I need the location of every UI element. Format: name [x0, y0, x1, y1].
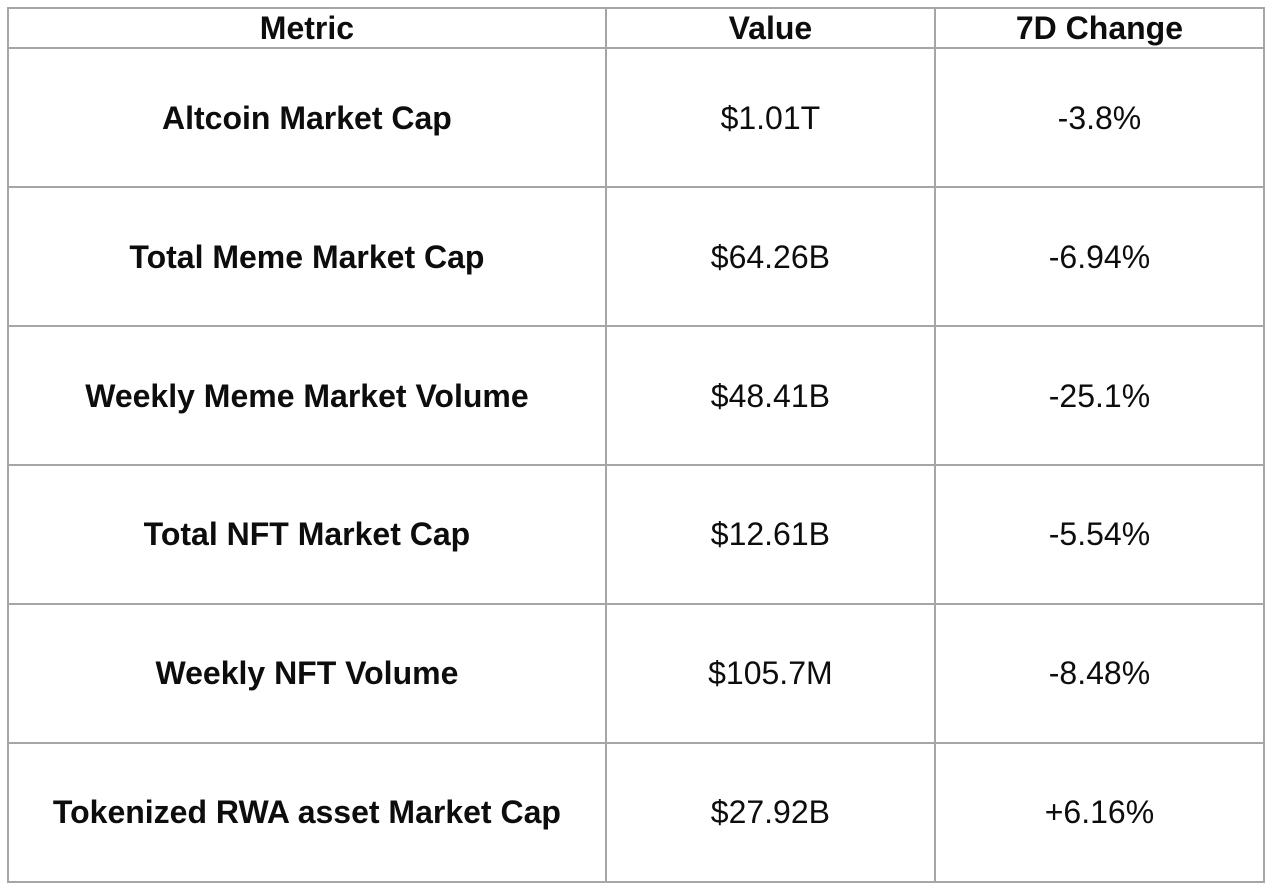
table-row: Total NFT Market Cap $12.61B -5.54% — [7, 464, 1266, 606]
metric-value-cell: $105.7M — [604, 603, 936, 744]
metric-name-cell: Weekly Meme Market Volume — [7, 325, 607, 467]
table-row: Weekly Meme Market Volume $48.41B -25.1% — [7, 325, 1266, 467]
header-row: Metric Value 7D Change — [7, 6, 1266, 50]
metric-value-cell: $48.41B — [604, 325, 936, 467]
metric-name-cell: Total Meme Market Cap — [7, 186, 607, 328]
table-row: Total Meme Market Cap $64.26B -6.94% — [7, 186, 1266, 328]
metric-name-cell: Weekly NFT Volume — [7, 603, 607, 744]
metric-change-cell: -3.8% — [933, 47, 1266, 189]
metric-change-cell: +6.16% — [933, 742, 1266, 883]
header-cell-7d-change: 7D Change — [933, 6, 1266, 50]
metric-value-cell: $12.61B — [604, 464, 936, 606]
metric-value-cell: $27.92B — [604, 742, 936, 883]
metric-change-cell: -8.48% — [933, 603, 1266, 744]
metric-value-cell: $1.01T — [604, 47, 936, 189]
metric-change-cell: -6.94% — [933, 186, 1266, 328]
metric-change-cell: -5.54% — [933, 464, 1266, 606]
metric-change-cell: -25.1% — [933, 325, 1266, 467]
table-row: Tokenized RWA asset Market Cap $27.92B +… — [7, 742, 1266, 883]
metric-name-cell: Total NFT Market Cap — [7, 464, 607, 606]
metric-name-cell: Altcoin Market Cap — [7, 47, 607, 189]
header-cell-metric: Metric — [7, 6, 607, 50]
header-cell-value: Value — [604, 6, 936, 50]
table-row: Weekly NFT Volume $105.7M -8.48% — [7, 603, 1266, 744]
table-header: Metric Value 7D Change — [7, 6, 1266, 50]
table-body: Altcoin Market Cap $1.01T -3.8% Total Me… — [7, 47, 1266, 883]
metric-value-cell: $64.26B — [604, 186, 936, 328]
metric-name-cell: Tokenized RWA asset Market Cap — [7, 742, 607, 883]
table-row: Altcoin Market Cap $1.01T -3.8% — [7, 47, 1266, 189]
crypto-metrics-table: Metric Value 7D Change Altcoin Market Ca… — [7, 6, 1266, 883]
